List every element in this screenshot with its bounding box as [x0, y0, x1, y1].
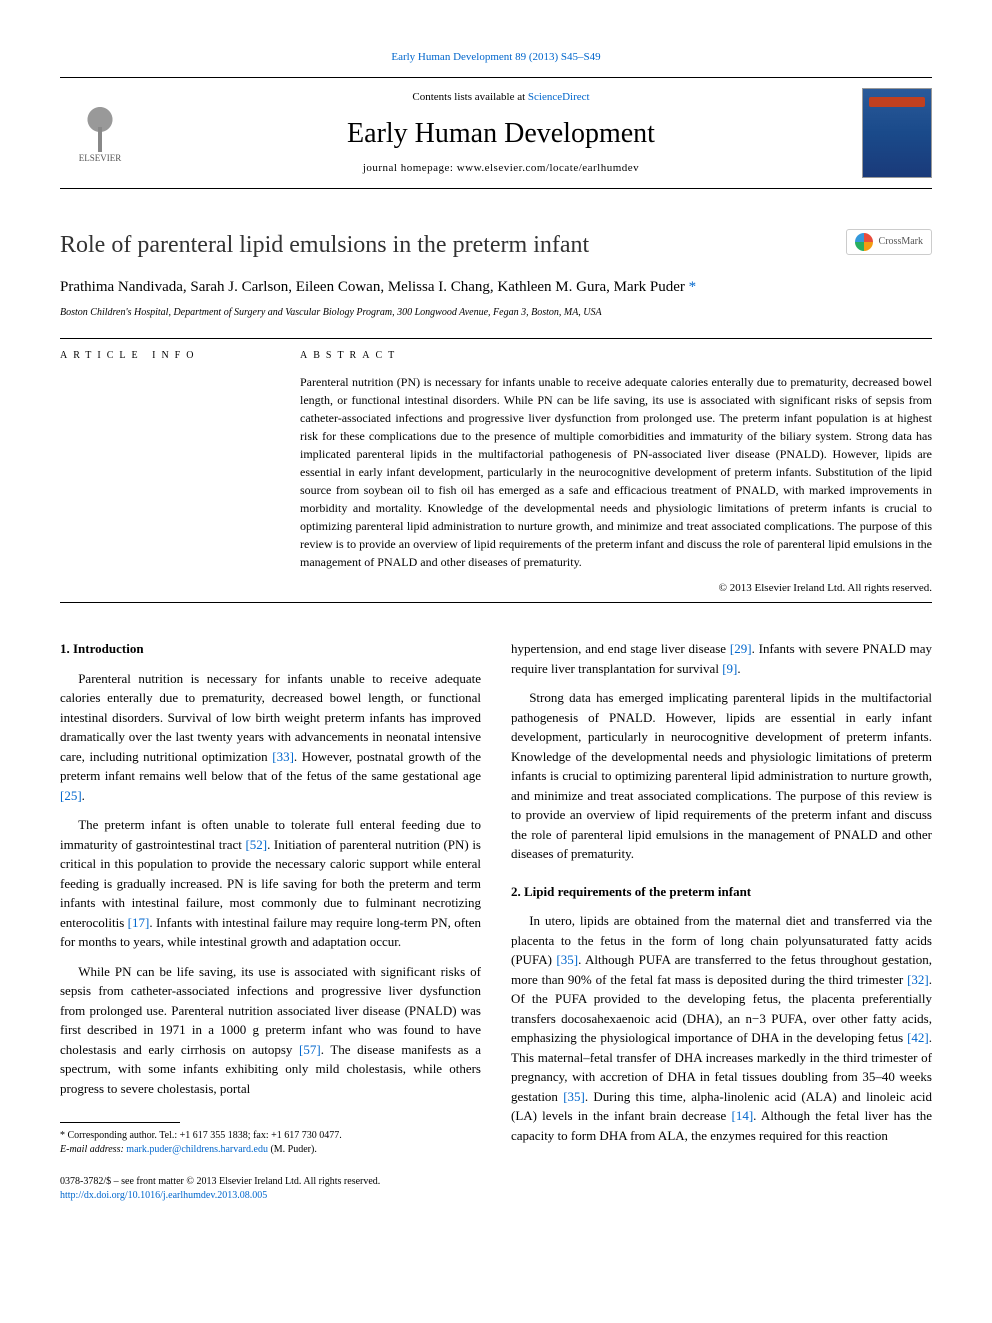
header-citation-link[interactable]: Early Human Development 89 (2013) S45–S4…: [391, 51, 600, 63]
corr-author-details: * Corresponding author. Tel.: +1 617 355…: [60, 1129, 481, 1143]
ref-25[interactable]: [25]: [60, 788, 82, 803]
contents-prefix: Contents lists available at: [412, 91, 527, 103]
ref-29[interactable]: [29]: [730, 641, 752, 656]
corresponding-mark: *: [689, 279, 697, 295]
ref-32[interactable]: [32]: [907, 972, 929, 987]
ref-14[interactable]: [14]: [731, 1108, 753, 1123]
journal-header: ELSEVIER Contents lists available at Sci…: [60, 77, 932, 189]
publisher-name: ELSEVIER: [79, 152, 122, 165]
corresponding-footnote: * Corresponding author. Tel.: +1 617 355…: [60, 1129, 481, 1157]
section-2-heading: 2. Lipid requirements of the preterm inf…: [511, 882, 932, 902]
sciencedirect-link[interactable]: ScienceDirect: [528, 91, 590, 103]
intro-para-3: While PN can be life saving, its use is …: [60, 962, 481, 1099]
article-title: Role of parenteral lipid emulsions in th…: [60, 229, 589, 263]
right-column: hypertension, and end stage liver diseas…: [511, 639, 932, 1203]
ref-33[interactable]: [33]: [272, 749, 294, 764]
email-suffix: (M. Puder).: [268, 1144, 317, 1155]
ref-35b[interactable]: [35]: [563, 1089, 585, 1104]
crossmark-label: CrossMark: [879, 235, 923, 249]
elsevier-logo: ELSEVIER: [60, 88, 140, 178]
ref-42[interactable]: [42]: [907, 1030, 929, 1045]
header-journal: Early Human Development: [391, 51, 512, 63]
journal-cover-thumbnail: [862, 88, 932, 178]
divider-top: [60, 338, 932, 339]
footnote-separator: [60, 1122, 180, 1123]
issn-copyright: 0378-3782/$ – see front matter © 2013 El…: [60, 1175, 481, 1189]
elsevier-tree-icon: [75, 102, 125, 152]
section2-para-1: In utero, lipids are obtained from the m…: [511, 911, 932, 1145]
corr-email-link[interactable]: mark.puder@childrens.harvard.edu: [126, 1144, 268, 1155]
authors-line: Prathima Nandivada, Sarah J. Carlson, Ei…: [60, 277, 932, 298]
ref-35a[interactable]: [35]: [556, 952, 578, 967]
intro-para-4: Strong data has emerged implicating pare…: [511, 688, 932, 864]
ref-17[interactable]: [17]: [128, 915, 150, 930]
homepage-url: www.elsevier.com/locate/earlhumdev: [457, 162, 639, 174]
article-info-heading: ARTICLE INFO: [60, 349, 260, 363]
intro-para-3-cont: hypertension, and end stage liver diseas…: [511, 639, 932, 678]
contents-line: Contents lists available at ScienceDirec…: [140, 90, 862, 105]
affiliation: Boston Children's Hospital, Department o…: [60, 306, 932, 320]
journal-name: Early Human Development: [140, 114, 862, 153]
intro-para-2: The preterm infant is often unable to to…: [60, 815, 481, 952]
ref-9[interactable]: [9]: [722, 661, 737, 676]
section-1-heading: 1. Introduction: [60, 639, 481, 659]
intro-para-1: Parenteral nutrition is necessary for in…: [60, 669, 481, 806]
crossmark-badge[interactable]: CrossMark: [846, 229, 932, 255]
abstract-text: Parenteral nutrition (PN) is necessary f…: [300, 373, 932, 571]
divider-bottom: [60, 602, 932, 603]
authors-names: Prathima Nandivada, Sarah J. Carlson, Ei…: [60, 279, 689, 295]
homepage-line: journal homepage: www.elsevier.com/locat…: [140, 161, 862, 176]
homepage-prefix: journal homepage:: [363, 162, 457, 174]
copyright-line: © 2013 Elsevier Ireland Ltd. All rights …: [300, 581, 932, 596]
abstract-heading: ABSTRACT: [300, 349, 932, 363]
doi-link[interactable]: http://dx.doi.org/10.1016/j.earlhumdev.2…: [60, 1190, 267, 1201]
left-column: 1. Introduction Parenteral nutrition is …: [60, 639, 481, 1203]
header-pages: 89 (2013) S45–S49: [515, 51, 601, 63]
ref-57[interactable]: [57]: [299, 1042, 321, 1057]
bottom-meta: 0378-3782/$ – see front matter © 2013 El…: [60, 1175, 481, 1203]
header-citation: Early Human Development 89 (2013) S45–S4…: [60, 50, 932, 65]
ref-52[interactable]: [52]: [245, 837, 267, 852]
crossmark-icon: [855, 233, 873, 251]
email-label: E-mail address:: [60, 1144, 126, 1155]
